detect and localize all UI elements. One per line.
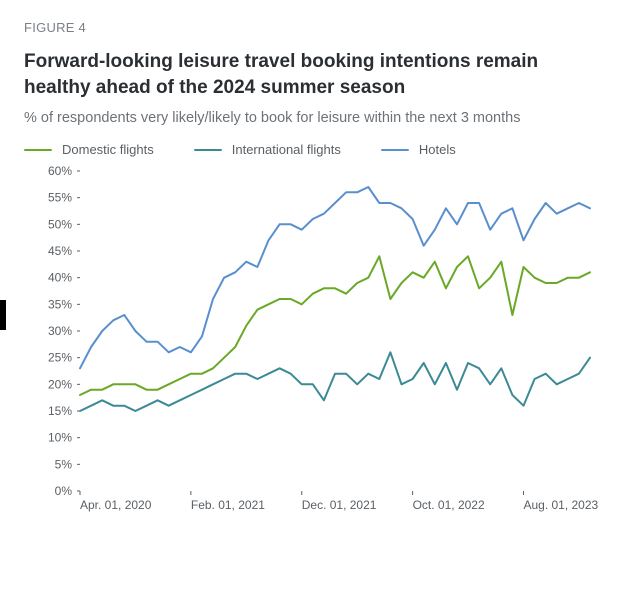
y-tick-label: 0% xyxy=(55,484,73,498)
y-tick-label: 55% xyxy=(48,191,72,205)
y-tick-label: 35% xyxy=(48,298,72,312)
y-tick-label: 45% xyxy=(48,244,72,258)
x-tick-label: Feb. 01, 2021 xyxy=(191,498,265,512)
x-tick-label: Apr. 01, 2020 xyxy=(80,498,152,512)
legend-item-intl: International flights xyxy=(194,142,341,157)
y-tick-label: 5% xyxy=(55,458,73,472)
legend-swatch-domestic xyxy=(24,149,52,152)
chart-subtitle: % of respondents very likely/likely to b… xyxy=(24,110,603,126)
y-tick-label: 50% xyxy=(48,218,72,232)
line-chart: 0% 5% 10% 15% 20% 25% 30% 35% 40% 45% 50% 55% 60% Apr… xyxy=(24,161,604,541)
series-hotels xyxy=(80,187,590,368)
y-tick-label: 40% xyxy=(48,271,72,285)
y-tick-label: 30% xyxy=(48,324,72,338)
legend-label: Hotels xyxy=(419,142,456,157)
y-tick-label: 60% xyxy=(48,164,72,178)
x-tick-label: Dec. 01, 2021 xyxy=(302,498,377,512)
legend-swatch-hotels xyxy=(381,149,409,152)
legend-label: International flights xyxy=(232,142,341,157)
legend-item-hotels: Hotels xyxy=(381,142,456,157)
y-tick-label: 15% xyxy=(48,404,72,418)
legend-item-domestic: Domestic flights xyxy=(24,142,154,157)
y-tick-label: 20% xyxy=(48,378,72,392)
figure-container: FIGURE 4 Forward-looking leisure travel … xyxy=(0,0,627,590)
y-tick-label: 25% xyxy=(48,351,72,365)
figure-label: FIGURE 4 xyxy=(24,20,603,35)
chart-area: 0% 5% 10% 15% 20% 25% 30% 35% 40% 45% 50% 55% 60% Apr… xyxy=(24,161,603,541)
legend-swatch-intl xyxy=(194,149,222,152)
legend-label: Domestic flights xyxy=(62,142,154,157)
x-tick-label: Oct. 01, 2022 xyxy=(413,498,485,512)
series-intl xyxy=(80,353,590,412)
legend: Domestic flights International flights H… xyxy=(24,142,603,157)
x-tick-label: Aug. 01, 2023 xyxy=(523,498,598,512)
chart-title: Forward-looking leisure travel booking i… xyxy=(24,49,584,100)
page-side-mark xyxy=(0,300,6,330)
y-tick-label: 10% xyxy=(48,431,72,445)
